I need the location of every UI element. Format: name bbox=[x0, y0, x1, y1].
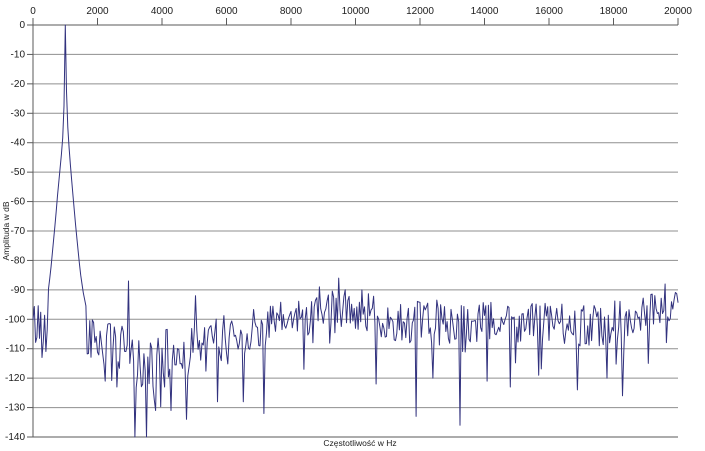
x-tick-label: 14000 bbox=[471, 6, 499, 17]
spectrum-trace bbox=[32, 24, 679, 438]
y-tick-label: -90 bbox=[11, 285, 26, 296]
y-tick-label: -120 bbox=[5, 373, 25, 384]
y-tick-label: 0 bbox=[19, 20, 25, 31]
y-tick-label: -140 bbox=[5, 432, 25, 443]
x-tick-label: 6000 bbox=[215, 6, 238, 17]
x-tick-label: 16000 bbox=[535, 6, 563, 17]
x-tick-label: 0 bbox=[30, 6, 36, 17]
y-tick-label: -50 bbox=[11, 167, 26, 178]
y-tick-label: -70 bbox=[11, 226, 26, 237]
x-tick-label: 10000 bbox=[342, 6, 370, 17]
x-tick-label: 2000 bbox=[86, 6, 109, 17]
y-axis-title: Amplituda w dB bbox=[1, 201, 11, 260]
y-tick-label: -10 bbox=[11, 49, 26, 60]
trace-layer bbox=[32, 24, 679, 438]
y-tick-label: -20 bbox=[11, 79, 26, 90]
y-tick-label: -60 bbox=[11, 197, 26, 208]
y-tick-label: -40 bbox=[11, 138, 26, 149]
x-tick-label: 4000 bbox=[151, 6, 174, 17]
tick-layer bbox=[27, 18, 679, 438]
x-tick-label: 8000 bbox=[280, 6, 303, 17]
x-tick-label: 18000 bbox=[600, 6, 628, 17]
y-tick-label: -130 bbox=[5, 403, 25, 414]
y-tick-label: -100 bbox=[5, 314, 25, 325]
y-tick-label: -110 bbox=[6, 344, 26, 355]
y-tick-label: -80 bbox=[11, 255, 26, 266]
x-tick-label: 12000 bbox=[406, 6, 434, 17]
y-tick-label: -30 bbox=[11, 108, 26, 119]
x-tick-label: 20000 bbox=[664, 6, 692, 17]
tick-label-layer: 0 2000 4000 6000 8000 10000 12000 14000 16000 180… bbox=[5, 6, 692, 443]
x-axis-title: Częstotliwość w Hz bbox=[323, 438, 396, 448]
